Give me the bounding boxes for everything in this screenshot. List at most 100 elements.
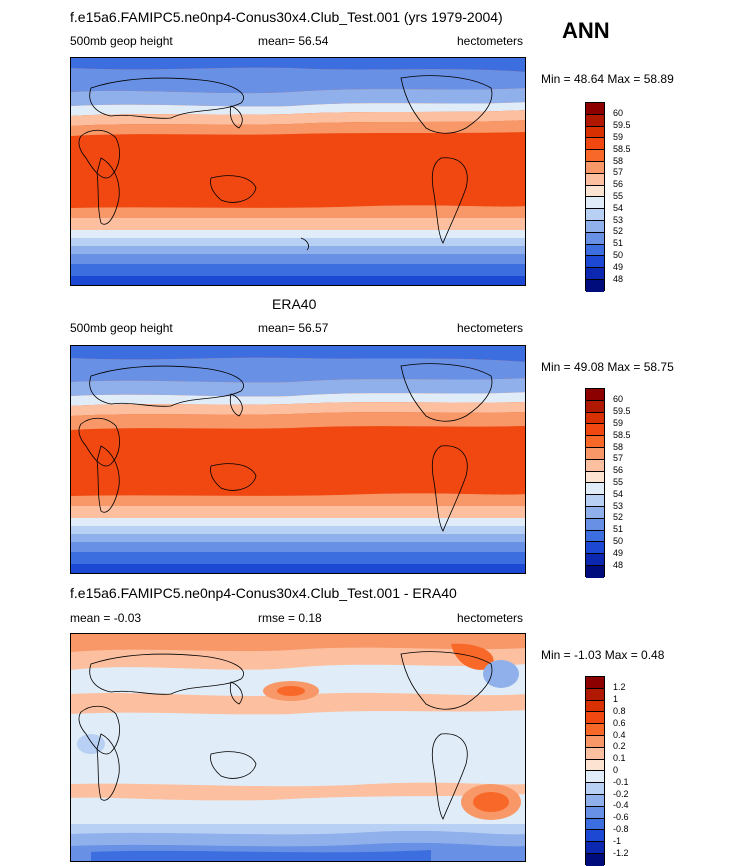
colorbar-tick-label: 0.4 (613, 729, 626, 740)
colorbar-segment (586, 506, 604, 519)
panel-title: f.e15a6.FAMIPC5.ne0np4-Conus30x4.Club_Te… (70, 9, 503, 25)
colorbar-segment (586, 103, 604, 115)
colorbar-tick-label: 48 (613, 559, 624, 570)
colorbar (585, 388, 605, 578)
colorbar-segment (586, 447, 604, 460)
colorbar-tick-label: -0.1 (613, 776, 629, 787)
rmse-label: rmse = 0.18 (258, 611, 322, 625)
colorbar-tick-label: 49 (613, 547, 624, 558)
colorbar-tick-label: 53 (613, 500, 624, 511)
colorbar-tick-label: 49 (613, 261, 624, 272)
mean-label: mean= 56.57 (258, 321, 329, 335)
colorbar-tick-label: 0.1 (613, 753, 626, 764)
colorbar-segment (586, 256, 604, 269)
colorbar-segment (586, 759, 604, 772)
colorbar-segment (586, 700, 604, 713)
band-north-6 (71, 120, 525, 136)
colorbar-segment (586, 459, 604, 472)
colorbar-tick-label: 0.6 (613, 717, 626, 728)
colorbar-tick-label: 54 (613, 488, 624, 499)
colorbar-segment (586, 518, 604, 531)
colorbar-segment (586, 471, 604, 484)
colorbar-tick-label: 51 (613, 238, 624, 249)
colorbar-tick-label: 51 (613, 524, 624, 535)
field-label: 500mb geop height (70, 34, 173, 48)
colorbar-tick-label: 59.5 (613, 406, 631, 417)
colorbar-tick-label: -0.4 (613, 800, 629, 811)
colorbar-segment (586, 806, 604, 819)
colorbar-tick-label: 50 (613, 249, 624, 260)
colorbar-tick-label: -0.6 (613, 812, 629, 823)
colorbar-tick-label: 59.5 (613, 120, 631, 131)
colorbar-segment (586, 114, 604, 127)
colorbar-segment (586, 747, 604, 760)
colorbar-tick-label: 52 (613, 512, 624, 523)
band-south-1 (71, 254, 525, 264)
season-label: ANN (562, 18, 610, 43)
colorbar-tick-label: -1.2 (613, 847, 629, 858)
contour-map (70, 345, 526, 574)
colorbar-tick-label: 60 (613, 108, 624, 119)
panel-title: ERA40 (272, 296, 317, 312)
band-north-high (71, 58, 525, 72)
band-south-pole (71, 276, 525, 285)
colorbar-tick-label: -0.8 (613, 823, 629, 834)
colorbar-tick-label: 58 (613, 441, 624, 452)
colorbar-segment (586, 565, 604, 578)
band-south-6 (71, 205, 525, 218)
colorbar-segment (586, 853, 604, 866)
colorbar-tick-label: 57 (613, 453, 624, 464)
minmax-label: Min = -1.03 Max = 0.48 (541, 648, 665, 662)
colorbar-tick-label: 0 (613, 764, 619, 775)
colorbar-segment (586, 173, 604, 186)
colorbar-segment (586, 197, 604, 210)
colorbar-segment (586, 712, 604, 725)
colorbar-tick-label: 52 (613, 226, 624, 237)
colorbar-segment (586, 771, 604, 784)
colorbar-tick-label: 59 (613, 131, 624, 142)
colorbar-tick-label: 1.2 (613, 682, 626, 693)
band-south-0 (71, 264, 525, 276)
colorbar-tick-label: 54 (613, 202, 624, 213)
colorbar-segment (586, 495, 604, 507)
colorbar-segment (586, 138, 604, 151)
colorbar-tick-label: 58.5 (613, 143, 631, 154)
band-south-3 (71, 238, 525, 246)
colorbar-segment (586, 279, 604, 292)
mean-label: mean= 56.54 (258, 34, 329, 48)
colorbar-tick-label: 0.8 (613, 705, 626, 716)
colorbar-segment (586, 794, 604, 807)
field-label: 500mb geop height (70, 321, 173, 335)
colorbar-segment (586, 724, 604, 736)
colorbar-segment (586, 424, 604, 437)
colorbar-tick-label: 50 (613, 535, 624, 546)
colorbar-tick-label: 56 (613, 179, 624, 190)
colorbar-segment (586, 209, 604, 221)
units-label: hectometers (457, 321, 524, 335)
colorbar-segment (586, 268, 604, 280)
colorbar-segment (586, 232, 604, 245)
colorbar-segment (586, 842, 604, 854)
colorbar-segment (586, 530, 604, 543)
colorbar (585, 102, 605, 292)
colorbar-tick-label: -0.2 (613, 788, 629, 799)
colorbar-tick-label: 1 (613, 694, 619, 705)
colorbar-tick-label: 55 (613, 476, 624, 487)
contour-map (70, 57, 526, 286)
colorbar-segment (586, 735, 604, 748)
units-label: hectometers (457, 611, 524, 625)
colorbar-segment (586, 126, 604, 139)
colorbar-tick-label: 57 (613, 167, 624, 178)
colorbar-tick-label: -1 (613, 835, 622, 846)
colorbar-segment (586, 412, 604, 425)
colorbar (585, 676, 605, 866)
colorbar-segment (586, 400, 604, 413)
colorbar-tick-label: 56 (613, 465, 624, 476)
minmax-label: Min = 48.64 Max = 58.89 (541, 72, 674, 86)
colorbar-tick-label: 59 (613, 417, 624, 428)
band-south-4 (71, 230, 525, 238)
colorbar-segment (586, 389, 604, 401)
colorbar-segment (586, 220, 604, 233)
band-north-2 (71, 67, 525, 94)
colorbar-segment (586, 677, 604, 689)
